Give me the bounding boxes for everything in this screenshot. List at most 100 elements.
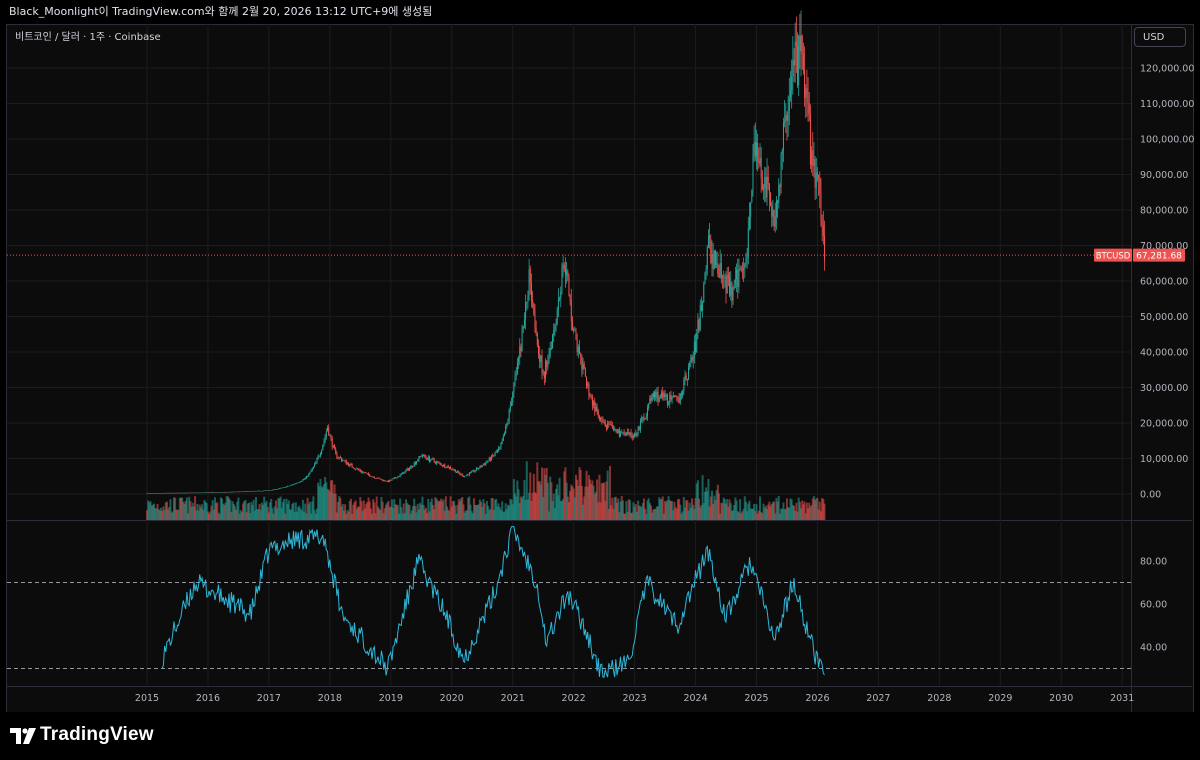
volume-bar	[695, 483, 698, 520]
candle-body	[729, 277, 731, 296]
candle-body	[217, 492, 219, 493]
volume-bar	[476, 505, 479, 520]
volume-bar	[390, 499, 393, 520]
volume-bar	[228, 498, 231, 520]
candle-body	[656, 391, 658, 398]
volume-bar	[393, 499, 396, 520]
candle-body	[405, 470, 407, 472]
volume-bar	[364, 508, 367, 520]
candle-body	[812, 150, 814, 166]
candle-body	[315, 462, 317, 464]
candle-body	[161, 492, 163, 494]
candle-body	[760, 158, 762, 179]
volume-bar	[726, 499, 729, 520]
volume-bar	[322, 484, 325, 520]
volume-bar	[340, 506, 343, 520]
x-tick-label: 2016	[196, 693, 220, 704]
candle-body	[726, 274, 728, 294]
candle-body	[178, 492, 180, 494]
candle-body	[683, 379, 685, 392]
candle-body	[688, 366, 690, 380]
candle-body	[155, 492, 157, 494]
x-tick-label: 2026	[805, 693, 829, 704]
volume-bar	[802, 504, 805, 520]
volume-bar	[208, 513, 211, 520]
candle-body	[160, 492, 162, 494]
volume-bar	[661, 496, 664, 520]
candle-body	[445, 467, 447, 469]
volume-bar	[259, 509, 262, 520]
volume-bar	[600, 483, 603, 520]
candle-body	[334, 445, 336, 449]
volume-bar	[150, 505, 153, 520]
volume-bar	[763, 507, 766, 520]
candle-body	[419, 456, 421, 457]
volume-bar	[631, 512, 634, 520]
volume-bar	[809, 506, 812, 520]
volume-bar	[483, 503, 486, 520]
candle-body	[563, 264, 565, 270]
volume-bar	[212, 509, 215, 520]
candle-body	[213, 492, 215, 493]
volume-bar	[577, 486, 580, 520]
volume-bar	[807, 508, 810, 520]
candle-body	[222, 492, 224, 493]
volume-bar	[457, 499, 460, 520]
volume-bar	[762, 503, 765, 520]
volume-bar	[559, 501, 562, 520]
x-tick-label: 2017	[257, 693, 281, 704]
volume-bar	[185, 497, 188, 520]
candle-body	[364, 472, 366, 474]
candle-body	[250, 491, 252, 492]
candle-body	[268, 490, 270, 492]
volume-bar	[285, 498, 288, 520]
volume-bar	[461, 497, 464, 520]
candle-body	[246, 491, 248, 492]
volume-bar	[618, 512, 621, 520]
volume-bar	[232, 503, 235, 520]
candle-body	[290, 484, 292, 486]
candle-body	[175, 492, 177, 494]
candle-body	[185, 492, 187, 494]
candle-body	[426, 457, 428, 460]
symbol-legend[interactable]: 비트코인 / 달러 · 1주 · Coinbase	[15, 32, 161, 43]
candle-body	[468, 472, 470, 476]
volume-bar	[475, 505, 478, 520]
volume-bar	[290, 509, 293, 520]
candle-body	[543, 371, 545, 379]
volume-bar	[573, 497, 576, 520]
volume-bar	[627, 499, 630, 520]
volume-bar	[389, 506, 392, 520]
y-tick-label: 110,000.00	[1140, 99, 1194, 110]
candle-body	[431, 458, 433, 460]
candle-body	[500, 444, 502, 448]
volume-bar	[574, 474, 577, 520]
candle-body	[629, 432, 631, 435]
candle-body	[772, 210, 774, 217]
volume-bar	[172, 497, 175, 520]
candle-body	[577, 347, 579, 353]
volume-bar	[812, 496, 815, 520]
y-tick-label: 90,000.00	[1140, 170, 1188, 181]
candle-body	[212, 492, 214, 493]
volume-bar	[378, 508, 381, 520]
candle-body	[339, 457, 341, 459]
candle-body	[670, 394, 672, 400]
volume-bar	[804, 513, 807, 520]
volume-bar	[441, 501, 444, 520]
candle-body	[269, 490, 271, 491]
volume-bar	[284, 513, 287, 520]
candle-body	[346, 463, 348, 465]
volume-bar	[545, 467, 548, 520]
volume-bar	[334, 493, 337, 520]
volume-bar	[637, 500, 640, 520]
candle-body	[462, 476, 464, 477]
candle-body	[357, 468, 359, 470]
candle-body	[549, 347, 551, 356]
candle-body	[207, 492, 209, 494]
candle-body	[617, 429, 619, 434]
candle-body	[179, 492, 181, 494]
currency-button[interactable]: USD	[1134, 27, 1186, 47]
candle-body	[637, 427, 639, 434]
